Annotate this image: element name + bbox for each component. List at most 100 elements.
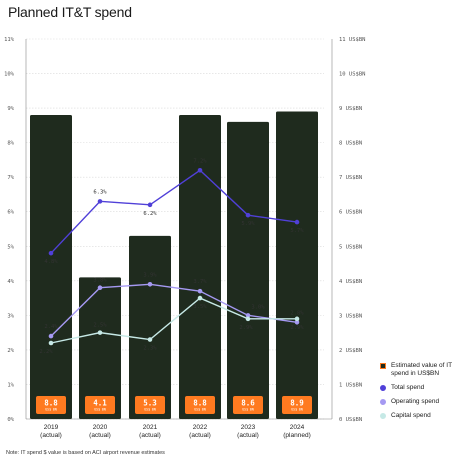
bar-unit-label: US$ BN [144,408,156,412]
series-point [97,330,103,335]
chart-legend: Estimated value of IT spend in US$BN Tota… [380,362,458,426]
x-tick-label: (actual) [237,432,259,439]
bar-value-label: 4.1 [93,399,107,408]
point-label: 2.8% [290,310,304,316]
y-tick-left: 2% [7,348,14,354]
y-tick-right: 6 US$BN [339,210,362,216]
series-point [245,313,251,318]
bar-unit-label: US$ BN [94,408,106,412]
y-tick-left: 10% [4,72,15,78]
point-label: 5.9% [241,221,255,227]
series-point [147,281,153,287]
y-tick-left: 9% [7,106,14,112]
point-label: 2.3% [143,346,157,352]
y-tick-right: 1 US$BN [339,382,362,388]
bar [179,115,221,419]
legend-item: Estimated value of IT spend in US$BN [380,362,458,378]
point-label: 6.3% [93,189,107,195]
y-tick-right: 11 US$BN [339,37,366,43]
bar [227,121,269,419]
bar-value-badge [233,396,263,414]
bar [129,235,171,419]
series-point [294,219,300,225]
y-tick-right: 5 US$BN [339,244,362,250]
bar-value-label: 8.6 [241,399,255,408]
series-point [147,202,153,208]
series-point [147,337,153,342]
bar-value-label: 8.8 [193,399,207,408]
y-tick-right: 2 US$BN [339,348,362,354]
y-tick-left: 5% [7,244,14,250]
series-point [197,167,203,173]
point-label: 3.0% [251,304,265,310]
series-point [245,316,251,322]
x-tick-label: 2024 [290,424,305,431]
bar-unit-label: US$ BN [291,408,303,412]
y-tick-right: 4 US$BN [339,279,362,285]
x-tick-label: (planned) [283,432,310,439]
point-label: 2.9% [290,325,304,331]
bar-value-badge [282,396,312,414]
legend-item: Operating spend [380,398,458,406]
point-label: 6.2% [143,211,157,217]
chart-title: Planned IT&T spend [8,4,132,20]
series-point [197,295,203,301]
point-label: 3.5% [193,304,207,310]
y-tick-left: 3% [7,313,14,319]
series-point [197,288,203,294]
y-tick-right: 3 US$BN [339,313,362,319]
series-point [97,285,103,291]
legend-swatch [380,363,386,369]
y-tick-left: 8% [7,141,14,147]
bar-value-label: 8.8 [44,399,58,408]
series-point [97,199,103,204]
bar-value-label: 5.3 [143,399,157,408]
y-tick-left: 0% [7,417,14,423]
bar-unit-label: US$ BN [194,408,206,412]
series-point [48,250,54,256]
y-tick-left: 6% [7,210,14,216]
series-point [48,340,54,346]
legend-swatch [380,385,386,391]
point-label: 3.8% [93,278,107,284]
legend-swatch [380,399,386,405]
y-tick-left: 7% [7,175,14,181]
legend-label: Estimated value of IT spend in US$BN [391,362,452,377]
y-tick-left: 4% [7,279,14,285]
bar [30,115,72,419]
point-label: 2.2% [39,349,53,355]
legend-label: Capital spend [391,412,431,419]
bar-value-badge [185,396,215,414]
y-tick-right: 7 US$BN [339,175,362,181]
x-tick-label: (actual) [139,432,161,439]
point-label: 2.4% [44,324,58,330]
y-tick-left: 11% [4,37,15,43]
x-tick-label: (actual) [189,432,211,439]
x-tick-label: 2021 [143,424,158,431]
x-tick-label: 2019 [44,424,59,431]
bar-value-badge [135,396,165,414]
y-tick-right: 0 US$BN [339,417,362,423]
point-label: 4.8% [44,259,58,265]
bar-value-label: 8.9 [290,399,304,408]
bar [79,277,121,419]
point-label: 3.7% [193,279,207,285]
bar-unit-label: US$ BN [45,408,57,412]
bar [276,111,318,419]
bar-unit-label: US$ BN [242,408,254,412]
point-label: 7.2% [193,158,207,164]
x-tick-label: 2020 [93,424,108,431]
bar-value-badge [85,396,115,414]
x-tick-label: 2022 [193,424,208,431]
y-tick-right: 9 US$BN [339,106,362,112]
footnote: Note: IT spend $ value is based on ACI a… [6,450,165,456]
legend-label: Total spend [391,384,425,391]
series-line [50,283,298,337]
series-point [294,316,300,322]
y-tick-right: 8 US$BN [339,141,362,147]
series-line [50,169,298,254]
series-point [294,319,300,325]
point-label: 5.7% [290,228,304,234]
point-label: 3.9% [143,272,157,278]
